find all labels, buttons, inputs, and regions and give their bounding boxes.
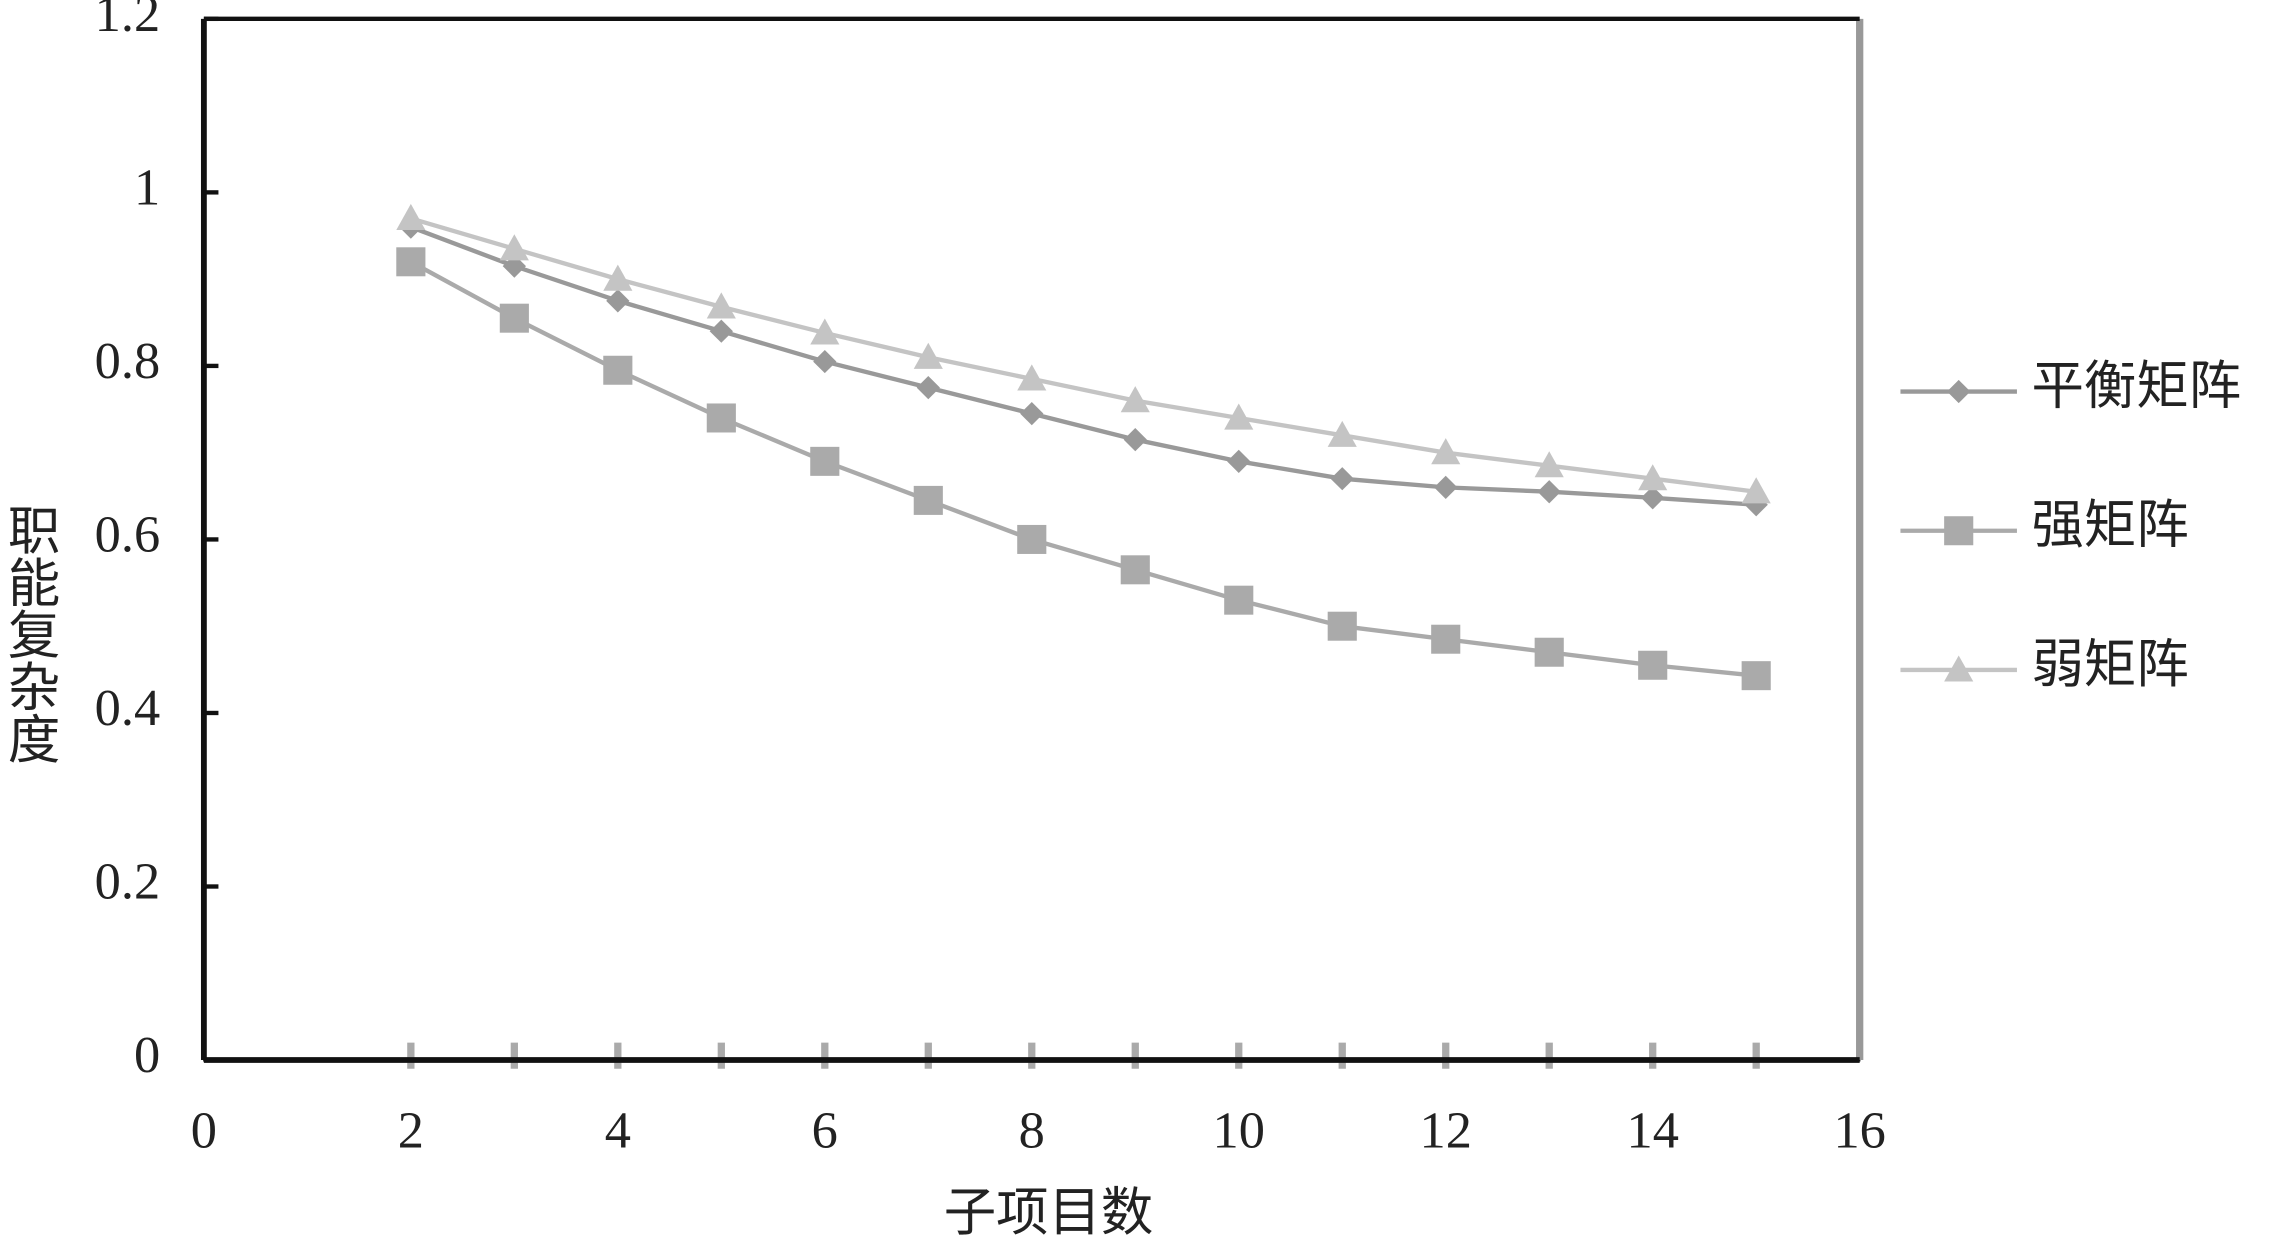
marker <box>1431 624 1461 654</box>
y-tick-label: 1 <box>134 158 160 216</box>
legend-label: 强矩阵 <box>2032 497 2189 555</box>
marker <box>1641 486 1665 510</box>
marker <box>706 403 736 433</box>
marker <box>1638 650 1668 680</box>
marker <box>1947 379 1971 404</box>
marker <box>1120 555 1150 585</box>
marker <box>1120 386 1150 413</box>
marker <box>1327 611 1357 641</box>
x-axis-title: 子项目数 <box>944 1184 1154 1242</box>
marker <box>1434 475 1458 499</box>
marker <box>1017 524 1047 554</box>
marker <box>810 318 840 345</box>
marker <box>810 446 840 476</box>
x-tick-label: 0 <box>191 1102 217 1160</box>
marker <box>603 264 633 291</box>
x-tick-label: 16 <box>1833 1102 1885 1160</box>
marker <box>1741 477 1771 504</box>
marker <box>1224 585 1254 615</box>
marker <box>1534 637 1564 667</box>
marker <box>1227 449 1251 473</box>
marker <box>1017 364 1047 391</box>
x-tick-label: 10 <box>1213 1102 1265 1160</box>
marker <box>1330 467 1354 491</box>
marker <box>709 319 733 343</box>
x-tick-label: 12 <box>1420 1102 1472 1160</box>
marker <box>813 349 837 374</box>
series-line <box>409 259 1757 678</box>
x-tick-label: 14 <box>1626 1102 1678 1160</box>
marker <box>913 485 943 515</box>
marker <box>1638 464 1668 491</box>
marker <box>1534 451 1564 478</box>
marker <box>396 203 426 231</box>
marker <box>499 303 529 333</box>
marker <box>913 342 943 369</box>
x-tick-label: 4 <box>605 1102 631 1160</box>
y-tick-label: 0.8 <box>95 332 161 390</box>
y-tick-label: 1.2 <box>95 0 161 43</box>
y-tick-label: 0.4 <box>95 679 161 737</box>
marker <box>499 234 529 261</box>
marker <box>606 289 630 313</box>
marker <box>1020 402 1044 426</box>
marker <box>1944 516 1974 546</box>
x-tick-label: 6 <box>812 1102 838 1160</box>
marker <box>1741 661 1771 691</box>
y-tick-label: 0 <box>134 1026 160 1084</box>
marker <box>1327 420 1357 447</box>
marker <box>1431 438 1461 465</box>
y-axis-title: 职能复杂度 <box>0 503 59 764</box>
x-tick-label: 2 <box>398 1102 424 1160</box>
marker <box>1224 403 1254 430</box>
y-tick-label: 0.2 <box>95 853 161 911</box>
legend-label: 弱矩阵 <box>2032 636 2189 694</box>
series-line <box>410 225 1757 507</box>
marker <box>706 292 736 319</box>
y-tick-label: 0.6 <box>95 506 161 564</box>
series-line <box>410 216 1757 494</box>
marker <box>1944 655 1974 682</box>
x-tick-label: 8 <box>1019 1102 1045 1160</box>
marker <box>1123 428 1147 452</box>
legend-label: 平衡矩阵 <box>2032 358 2242 416</box>
marker <box>1537 480 1561 504</box>
marker <box>916 376 940 400</box>
marker <box>603 355 633 385</box>
marker <box>396 247 426 277</box>
